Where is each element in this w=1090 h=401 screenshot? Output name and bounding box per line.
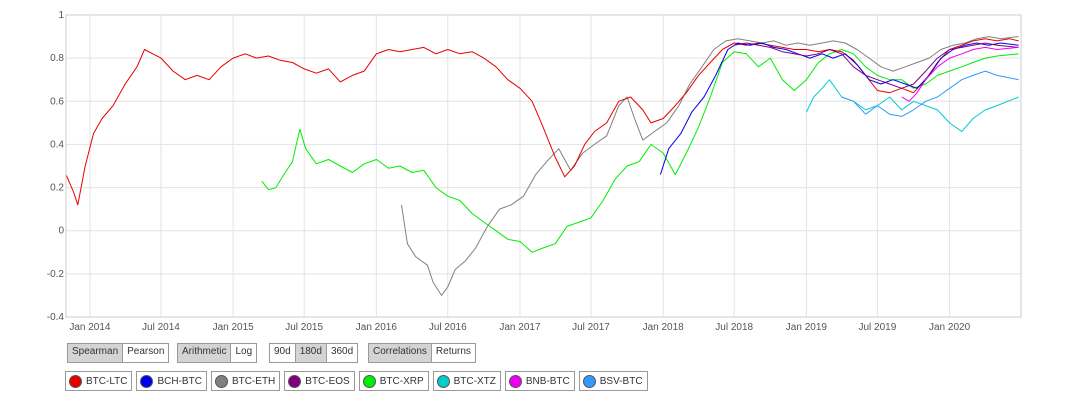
plot-frame	[65, 14, 1022, 318]
scale-toggle: Arithmetic Log	[177, 343, 258, 363]
chart-grid	[66, 14, 1021, 318]
y-tick-label: -0.4	[47, 312, 65, 323]
x-tick-label: Jan 2019	[786, 322, 828, 333]
legend-swatch	[69, 374, 82, 388]
legend-item-bch-btc[interactable]: BCH-BTC	[136, 371, 207, 391]
x-tick-label: Jan 2020	[929, 322, 971, 333]
x-tick-label: Jul 2018	[715, 322, 753, 333]
legend-label: BNB-BTC	[525, 375, 570, 387]
legend-item-btc-eos[interactable]: BTC-EOS	[284, 371, 355, 391]
y-tick-label: 1	[58, 10, 64, 21]
window-toggle: 90d 180d 360d	[269, 343, 359, 363]
series-line-btc-ltc	[65, 38, 1019, 206]
method-toggle: Spearman Pearson	[67, 343, 170, 363]
series-line-bch-btc	[659, 42, 1019, 175]
view-toggle: Correlations Returns	[368, 343, 476, 363]
legend-label: BCH-BTC	[157, 375, 202, 387]
legend-label: BTC-ETH	[231, 375, 276, 387]
legend-item-bsv-btc[interactable]: BSV-BTC	[578, 371, 648, 391]
x-axis-labels: Jan 2014 Jul 2014 Jan 2015 Jul 2015 Jan 2016…	[69, 322, 970, 333]
legend-label: BTC-EOS	[305, 375, 350, 387]
legend-item-btc-xrp[interactable]: BTC-XRP	[358, 371, 429, 391]
spearman-button[interactable]: Spearman	[68, 344, 124, 362]
y-tick-label: -0.2	[47, 269, 65, 280]
y-tick-label: 0.4	[50, 139, 64, 150]
legend-swatch	[288, 374, 302, 388]
legend-item-btc-eth[interactable]: BTC-ETH	[210, 371, 281, 391]
log-button[interactable]: Log	[235, 346, 253, 357]
series-line-bsv-btc	[841, 70, 1019, 117]
legend-swatch	[362, 374, 376, 388]
y-tick-label: 0.6	[50, 96, 64, 107]
window-180d-button[interactable]: 180d	[295, 344, 327, 362]
legend-item-bnb-btc[interactable]: BNB-BTC	[504, 371, 575, 391]
y-tick-label: 0	[58, 226, 64, 237]
series-line-btc-xtz	[805, 79, 1019, 132]
returns-button[interactable]: Returns	[435, 346, 471, 357]
x-tick-label: Jul 2014	[142, 322, 180, 333]
correlation-chart: -0.4-0.200.20.40.60.81 Jan 2014 Jul 2014 J…	[47, 10, 1022, 333]
x-tick-label: Jan 2014	[69, 322, 111, 333]
legend-item-btc-ltc[interactable]: BTC-LTC	[65, 371, 133, 391]
series-line-btc-eth	[401, 36, 1019, 296]
series-lines	[65, 36, 1019, 296]
legend-label: BTC-XTZ	[453, 375, 496, 387]
legend-swatch	[214, 374, 228, 388]
x-tick-label: Jan 2018	[643, 322, 685, 333]
x-tick-label: Jan 2016	[356, 322, 398, 333]
series-line-btc-xrp	[261, 49, 1019, 253]
arithmetic-button[interactable]: Arithmetic	[178, 344, 232, 362]
legend-label: BSV-BTC	[599, 375, 643, 387]
x-tick-label: Jan 2017	[499, 322, 541, 333]
x-tick-label: Jan 2015	[213, 322, 255, 333]
x-tick-label: Jul 2015	[285, 322, 323, 333]
legend-label: BTC-LTC	[86, 375, 128, 387]
series-line-btc-eos	[734, 42, 1019, 89]
legend-label: BTC-XRP	[379, 375, 424, 387]
y-axis-labels: -0.4 -0.2 0 0.2 0.4 0.6 0.8 1	[47, 10, 65, 323]
window-90d-button[interactable]: 90d	[270, 344, 296, 362]
window-360d-button[interactable]: 360d	[330, 346, 354, 357]
legend-swatch	[582, 374, 596, 388]
y-tick-label: 0.2	[50, 183, 64, 194]
y-tick-label: 0.8	[50, 53, 64, 64]
legend-swatch	[508, 374, 522, 388]
x-tick-label: Jul 2017	[572, 322, 610, 333]
pearson-button[interactable]: Pearson	[127, 346, 165, 357]
x-tick-label: Jul 2016	[429, 322, 467, 333]
x-tick-label: Jul 2019	[858, 322, 896, 333]
legend-swatch	[140, 374, 154, 388]
legend-item-btc-xtz[interactable]: BTC-XTZ	[432, 371, 501, 391]
series-line-bnb-btc	[901, 46, 1019, 102]
correlations-button[interactable]: Correlations	[369, 344, 432, 362]
legend-swatch	[436, 374, 450, 388]
series-legend: BTC-LTC BCH-BTC BTC-ETH BTC-EOS BTC-XRP BTC-X…	[65, 371, 648, 391]
